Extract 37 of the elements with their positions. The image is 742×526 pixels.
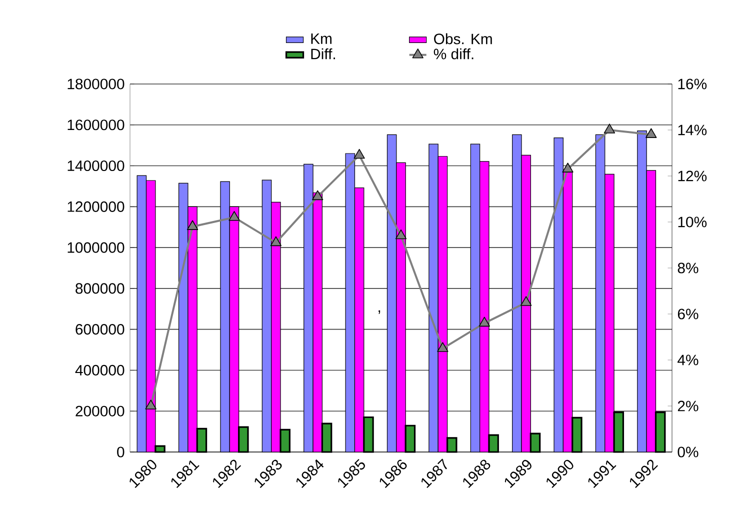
point [186, 220, 198, 230]
point [520, 296, 532, 306]
point [604, 124, 616, 134]
point [437, 342, 448, 352]
y-tick-label: 1400000 [68, 160, 124, 172]
y-tick-label: 1000000 [68, 242, 124, 253]
point [228, 211, 240, 221]
y-tick-label: 200000 [76, 406, 124, 416]
y2-tick-label: 12% [678, 170, 707, 182]
legend-label: % diff. [434, 48, 474, 60]
point [354, 148, 365, 159]
point [145, 400, 156, 410]
y-tick-label: 600000 [76, 324, 124, 335]
y2-tick-label: 10% [678, 216, 707, 228]
legend-label: Km [311, 34, 332, 44]
y-tick-label: 1800000 [68, 78, 124, 90]
legend-label: Diff. [311, 48, 335, 60]
point [395, 229, 407, 240]
point [478, 316, 490, 327]
point [562, 162, 574, 172]
y-tick-label: 1200000 [68, 201, 124, 212]
legend-label: Obs. Km [434, 33, 492, 44]
y2-tick-label: 6% [678, 308, 698, 320]
y2-tick-label: 8% [678, 262, 698, 274]
y-tick-label: 400000 [75, 364, 124, 376]
y-tick-label: 1600000 [68, 120, 124, 130]
y2-tick-label: 4% [678, 354, 698, 366]
y2-tick-label: 0% [678, 446, 698, 458]
y-tick-label: 800000 [76, 283, 124, 294]
y2-tick-label: 16% [678, 78, 707, 90]
y2-tick-label: 2% [678, 400, 698, 412]
point [270, 236, 282, 246]
annotation: , [378, 310, 380, 314]
point [312, 190, 324, 200]
y2-tick-label: 14% [678, 124, 707, 136]
y-tick-label: 0 [117, 446, 124, 458]
point [646, 128, 657, 138]
